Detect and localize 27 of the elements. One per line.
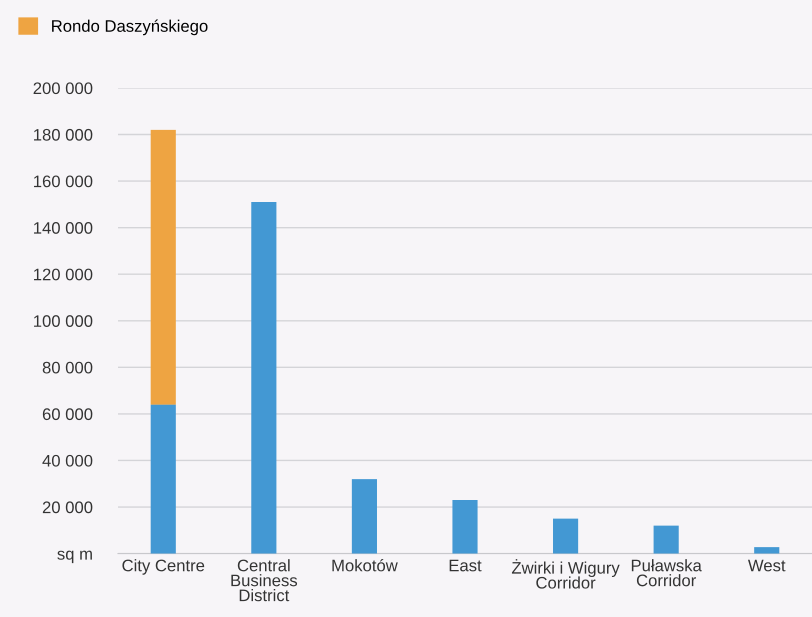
bar — [452, 500, 478, 554]
y-tick-label: 80 000 — [42, 362, 92, 374]
bar — [150, 404, 176, 554]
y-tick-label: sq m — [57, 550, 92, 564]
y-tick-label: 120 000 — [34, 268, 92, 280]
x-tick-label: West — [748, 560, 786, 572]
bar — [654, 526, 679, 554]
y-tick-label: 60 000 — [42, 408, 92, 420]
bar — [352, 479, 377, 554]
x-tick-label: City Centre — [122, 559, 204, 575]
y-tick-label: 100 000 — [34, 315, 92, 327]
bar — [251, 202, 276, 554]
bar — [553, 518, 578, 554]
y-tick-label: 180 000 — [34, 128, 92, 141]
y-tick-label: 160 000 — [34, 175, 92, 188]
x-tick-label: Puławska Corridor — [632, 559, 702, 586]
y-tick-label: 200 000 — [34, 82, 92, 94]
x-tick-label: East — [450, 560, 482, 572]
x-tick-label: Żwirki i Wigury Corridor — [512, 559, 620, 589]
bar — [150, 130, 176, 405]
legend-label: Rondo Daszyńskiego — [52, 19, 208, 36]
x-tick-label: Mokotów — [332, 558, 398, 572]
y-tick-label: 40 000 — [42, 454, 92, 467]
y-tick-label: 20 000 — [42, 501, 92, 514]
y-tick-label: 140 000 — [34, 222, 92, 234]
bar — [754, 547, 780, 554]
x-tick-label: Central Business District — [231, 559, 298, 602]
